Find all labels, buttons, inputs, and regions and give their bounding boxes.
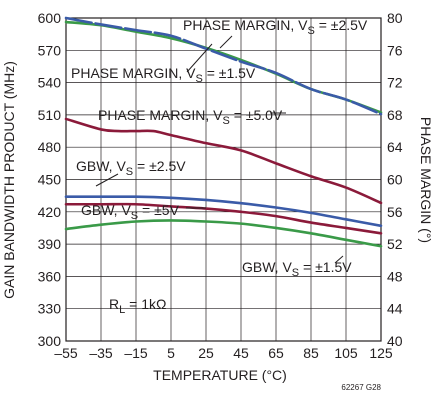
x-tick-label: –35: [89, 345, 113, 361]
y-right-axis-title: PHASE MARGIN (°): [418, 117, 433, 243]
leader-line: [219, 35, 233, 49]
y-right-tick-label: 44: [387, 301, 403, 317]
x-tick-label: 5: [167, 345, 175, 361]
y-left-tick-label: 330: [38, 301, 62, 317]
series-line: [64, 16, 383, 116]
leader-line: [334, 255, 344, 264]
x-tick-label: 65: [268, 345, 284, 361]
y-right-tick-label: 72: [387, 75, 403, 91]
x-tick-label: 105: [334, 345, 358, 361]
y-right-tick-label: 68: [387, 107, 403, 123]
leader-line: [95, 173, 119, 187]
y-right-tick-label: 76: [387, 42, 403, 58]
y-right-tick-labels: 40 44 48 52 56 60 64 68 72 76 80: [387, 10, 403, 349]
y-left-tick-labels: 300 330 360 390 420 450 480 510 540 570 600: [38, 10, 62, 349]
y-right-tick-label: 56: [387, 204, 403, 220]
y-left-tick-label: 420: [38, 204, 62, 220]
x-tick-label: –55: [54, 345, 78, 361]
series-layer: [64, 16, 383, 248]
y-right-tick-label: 52: [387, 236, 403, 252]
y-right-tick-label: 40: [387, 333, 403, 349]
y-right-tick-label: 48: [387, 268, 403, 284]
series-line: [64, 219, 383, 248]
y-left-tick-label: 450: [38, 172, 62, 188]
y-left-tick-label: 390: [38, 236, 62, 252]
figure-id: 62267 G28: [341, 383, 381, 392]
x-tick-labels: –55 –35 –15 5 25 45 65 85 105 125: [54, 345, 393, 361]
series-annotation: GBW, VS = ±1.5V: [242, 259, 352, 279]
series-annotation: PHASE MARGIN, VS = ±1.5V: [71, 65, 256, 85]
y-right-tick-label: 64: [387, 139, 403, 155]
annotations: PHASE MARGIN, VS = ±2.5V PHASE MARGIN, VS…: [71, 17, 368, 316]
x-tick-label: –15: [124, 345, 148, 361]
x-tick-label: 125: [369, 345, 393, 361]
x-axis-title: TEMPERATURE (°C): [153, 367, 287, 383]
y-left-tick-label: 360: [38, 268, 62, 284]
y-left-tick-label: 510: [38, 107, 62, 123]
series-annotation: GBW, VS = ±5V: [81, 202, 180, 222]
leader-line: [186, 43, 213, 73]
series-line: [64, 117, 383, 205]
x-tick-label: 45: [233, 345, 249, 361]
y-right-tick-label: 60: [387, 172, 403, 188]
y-left-tick-label: 570: [38, 42, 62, 58]
y-right-tick-label: 80: [387, 10, 403, 26]
y-left-tick-label: 600: [38, 10, 62, 26]
series-line: [64, 202, 383, 235]
series-annotation: PHASE MARGIN, VS = ±5.0V: [98, 107, 283, 127]
series-annotation: GBW, VS = ±2.5V: [76, 158, 186, 178]
series-annotation: RL = 1kΩ: [109, 296, 166, 316]
x-tick-label: 25: [198, 345, 214, 361]
x-tick-label: 85: [303, 345, 319, 361]
series-annotation: PHASE MARGIN, VS = ±2.5V: [183, 17, 368, 37]
plot-frame: [65, 17, 382, 342]
y-left-tick-label: 540: [38, 75, 62, 91]
y-left-tick-label: 300: [38, 333, 62, 349]
series-line: [64, 195, 383, 228]
y-left-tick-label: 480: [38, 139, 62, 155]
y-left-axis-title: GAIN BANDWIDTH PRODUCT (MHz): [1, 61, 17, 299]
